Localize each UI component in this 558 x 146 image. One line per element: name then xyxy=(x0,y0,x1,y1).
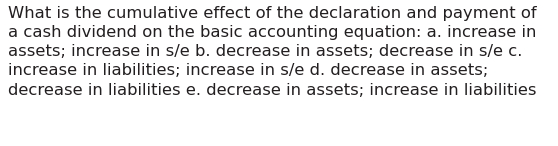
Text: What is the cumulative effect of the declaration and payment of
a cash dividend : What is the cumulative effect of the dec… xyxy=(8,6,537,98)
